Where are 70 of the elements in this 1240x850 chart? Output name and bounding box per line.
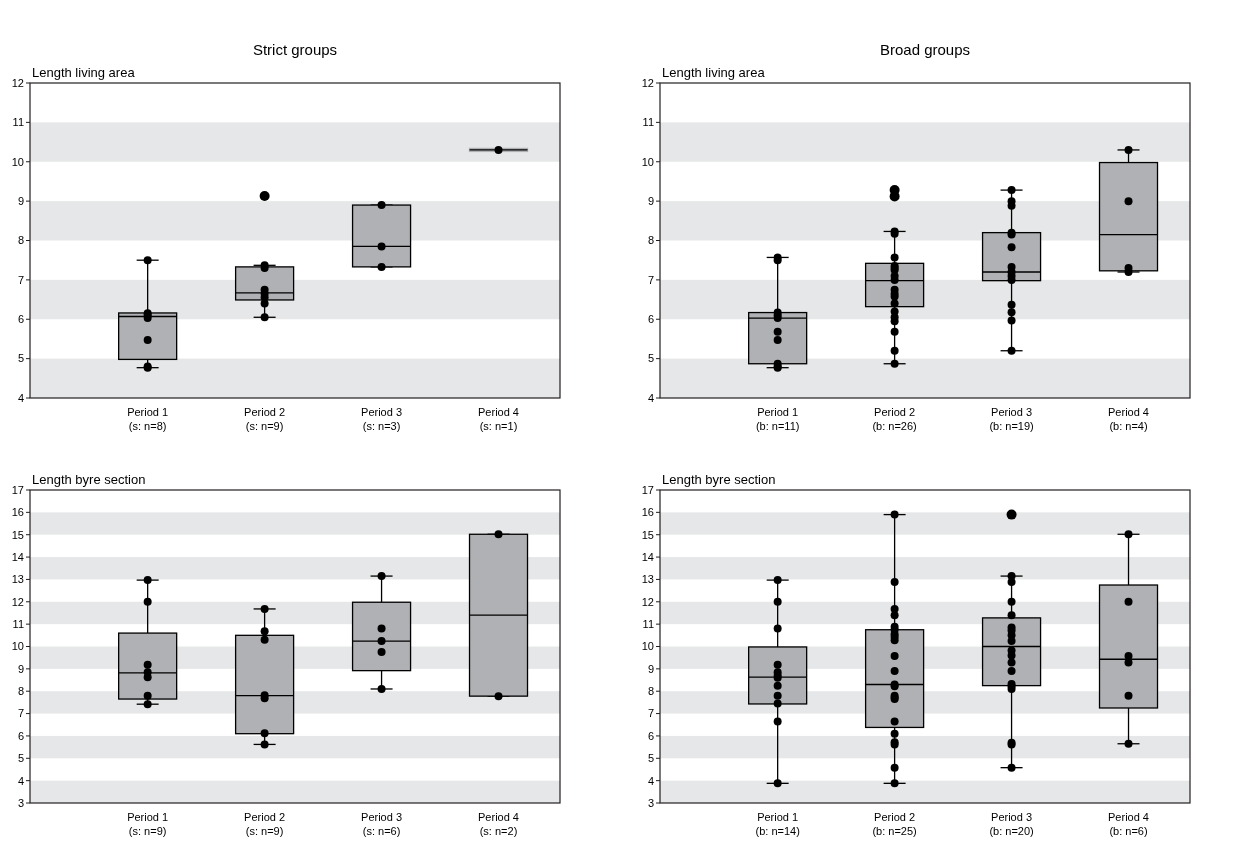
x-tick-label: Period 2 (s: n=9)	[244, 811, 286, 837]
y-tick-label: 5	[647, 752, 654, 765]
y-tick-label: 8	[647, 685, 654, 698]
x-tick-label: Period 1 (b: n=11)	[755, 406, 800, 432]
y-tick-label: 11	[642, 617, 654, 630]
y-tick-label: 10	[641, 640, 654, 653]
x-tick-label: Period 4 (b: n=6)	[1108, 811, 1150, 837]
y-tick-label: 3	[647, 796, 654, 809]
y-tick-label: 6	[17, 729, 24, 742]
y-tick-label: 8	[647, 234, 654, 247]
y-tick-label: 7	[647, 707, 654, 720]
y-tick-label: 13	[641, 573, 654, 586]
y-tick-label: 15	[11, 528, 24, 541]
y-tick-label: 16	[11, 506, 24, 519]
chart-title: Length byre section	[32, 472, 146, 487]
y-tick-label: 7	[17, 707, 24, 720]
y-tick-label: 4	[17, 774, 24, 787]
y-tick-label: 11	[12, 116, 24, 129]
y-tick-label: 11	[642, 116, 654, 129]
chart-title: Strict groups	[252, 41, 338, 58]
y-tick-label: 12	[641, 595, 654, 608]
y-tick-label: 5	[17, 752, 24, 765]
y-tick-label: 4	[17, 391, 24, 404]
x-tick-label: Period 2 (s: n=9)	[244, 406, 286, 432]
x-tick-label: Period 2 (b: n=26)	[872, 406, 917, 432]
x-tick-label: Period 4 (s: n=2)	[478, 811, 520, 837]
chart-title: Length byre section	[662, 472, 776, 487]
x-tick-label: Period 4 (s: n=1)	[478, 406, 520, 432]
x-tick-label: Period 3 (s: n=6)	[361, 811, 403, 837]
x-tick-label: Period 1 (s: n=9)	[127, 811, 169, 837]
x-tick-label: Period 3 (b: n=19)	[989, 406, 1034, 432]
y-tick-label: 12	[641, 76, 654, 89]
x-tick-label: Period 3 (s: n=3)	[361, 406, 403, 432]
y-tick-label: 11	[12, 617, 24, 630]
y-tick-label: 10	[11, 155, 24, 168]
chart-subtitle: Length living area	[662, 65, 766, 80]
y-tick-label: 14	[11, 550, 24, 563]
y-tick-label: 6	[17, 313, 24, 326]
y-tick-label: 8	[17, 234, 24, 247]
y-tick-label: 15	[641, 528, 654, 541]
y-tick-label: 3	[17, 796, 24, 809]
y-tick-label: 10	[11, 640, 24, 653]
y-tick-label: 9	[17, 662, 24, 675]
x-tick-label: Period 3 (b: n=20)	[989, 811, 1034, 837]
chart-title: Broad groups	[879, 41, 971, 58]
y-tick-label: 4	[647, 391, 654, 404]
x-tick-label: Period 1 (s: n=8)	[127, 406, 169, 432]
y-tick-label: 4	[647, 774, 654, 787]
y-tick-label: 10	[641, 155, 654, 168]
y-tick-label: 13	[11, 573, 24, 586]
y-tick-label: 9	[647, 662, 654, 675]
y-tick-label: 16	[641, 506, 654, 519]
y-tick-label: 17	[11, 483, 24, 496]
y-tick-label: 5	[647, 352, 654, 365]
chart-subtitle: Length living area	[32, 65, 136, 80]
x-tick-label: Period 4 (b: n=4)	[1108, 406, 1150, 432]
x-tick-label: Period 2 (b: n=25)	[872, 811, 917, 837]
y-tick-label: 9	[647, 194, 654, 207]
y-tick-label: 7	[647, 273, 654, 286]
y-tick-label: 6	[647, 729, 654, 742]
y-tick-label: 9	[17, 194, 24, 207]
y-tick-label: 8	[17, 685, 24, 698]
y-tick-label: 5	[17, 352, 24, 365]
y-tick-label: 17	[641, 483, 654, 496]
y-tick-label: 7	[17, 273, 24, 286]
y-tick-label: 6	[647, 313, 654, 326]
y-tick-label: 14	[641, 550, 654, 563]
y-tick-label: 12	[11, 76, 24, 89]
y-tick-label: 12	[11, 595, 24, 608]
x-tick-label: Period 1 (b: n=14)	[755, 811, 800, 837]
